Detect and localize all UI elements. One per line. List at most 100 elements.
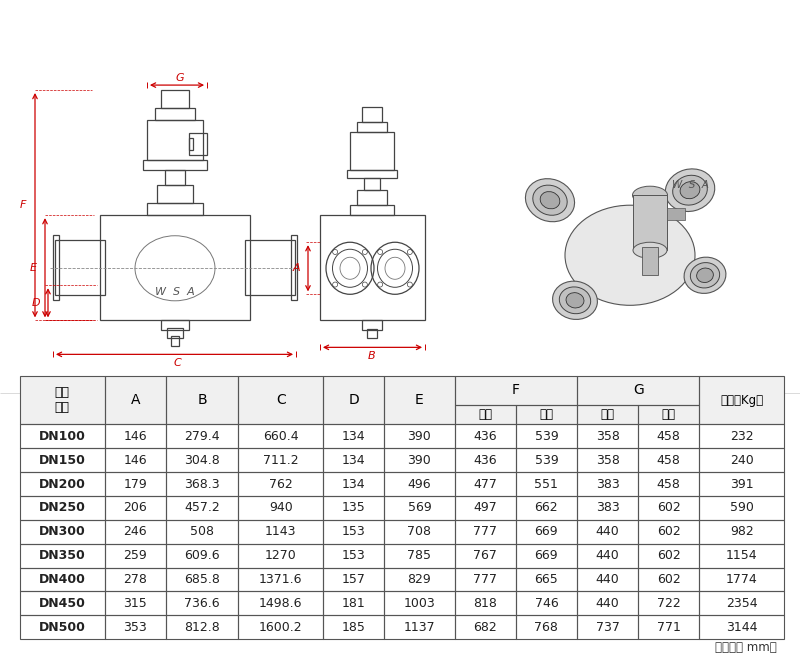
Bar xyxy=(323,520,384,544)
Text: 602: 602 xyxy=(657,549,681,562)
Bar xyxy=(105,496,166,520)
Text: E: E xyxy=(30,263,37,273)
Bar xyxy=(238,496,323,520)
Bar xyxy=(516,567,577,592)
Text: 768: 768 xyxy=(534,621,558,634)
Bar xyxy=(105,424,166,448)
Text: DN350: DN350 xyxy=(39,549,86,562)
Text: 157: 157 xyxy=(342,573,366,586)
Bar xyxy=(454,405,516,424)
Bar xyxy=(516,616,577,639)
Bar xyxy=(20,592,105,616)
Bar xyxy=(323,592,384,616)
Bar xyxy=(577,405,638,424)
Bar xyxy=(454,544,516,567)
Bar xyxy=(577,496,638,520)
Bar xyxy=(238,376,323,424)
Bar xyxy=(384,472,454,496)
Text: 440: 440 xyxy=(596,597,619,610)
Bar xyxy=(166,567,238,592)
Bar xyxy=(105,616,166,639)
Bar xyxy=(516,424,577,448)
Text: 736.6: 736.6 xyxy=(184,597,220,610)
Bar xyxy=(638,544,699,567)
Bar xyxy=(638,496,699,520)
Text: 179: 179 xyxy=(123,478,147,490)
Bar xyxy=(238,376,323,424)
Text: F: F xyxy=(20,200,26,210)
Ellipse shape xyxy=(553,281,598,320)
Bar xyxy=(323,544,384,567)
Bar xyxy=(357,122,387,132)
Bar xyxy=(577,424,638,448)
Bar xyxy=(384,567,454,592)
Text: 气动: 气动 xyxy=(539,408,554,421)
Bar xyxy=(166,376,238,424)
Text: 390: 390 xyxy=(407,453,431,467)
Bar xyxy=(638,405,699,424)
Bar xyxy=(238,472,323,496)
Bar xyxy=(638,616,699,639)
Ellipse shape xyxy=(540,192,560,209)
Bar xyxy=(238,544,323,567)
Text: 458: 458 xyxy=(657,430,681,443)
Bar xyxy=(350,132,394,170)
Bar xyxy=(100,215,250,320)
Bar xyxy=(161,320,189,330)
Text: 767: 767 xyxy=(474,549,498,562)
Bar xyxy=(454,472,516,496)
Bar xyxy=(699,567,784,592)
Bar xyxy=(291,235,297,301)
Bar xyxy=(454,567,516,592)
Text: 940: 940 xyxy=(269,501,293,515)
Bar xyxy=(323,448,384,472)
Text: 539: 539 xyxy=(534,453,558,467)
Text: 602: 602 xyxy=(657,525,681,538)
Bar xyxy=(166,448,238,472)
Bar xyxy=(105,376,166,424)
Text: 508: 508 xyxy=(190,525,214,538)
Bar xyxy=(147,120,203,160)
Text: 2354: 2354 xyxy=(726,597,758,610)
Bar xyxy=(347,170,397,178)
Text: 135: 135 xyxy=(342,501,366,515)
Text: B: B xyxy=(198,393,207,407)
Text: 685.8: 685.8 xyxy=(184,573,220,586)
Bar xyxy=(362,320,382,330)
Text: DN150: DN150 xyxy=(39,453,86,467)
Text: 602: 602 xyxy=(657,573,681,586)
Bar xyxy=(20,544,105,567)
Bar xyxy=(157,185,193,203)
Bar xyxy=(323,567,384,592)
Bar xyxy=(699,472,784,496)
Text: 660.4: 660.4 xyxy=(263,430,298,443)
Text: 590: 590 xyxy=(730,501,754,515)
Text: 153: 153 xyxy=(342,549,366,562)
Text: 436: 436 xyxy=(474,453,497,467)
Bar xyxy=(516,405,577,424)
Text: D: D xyxy=(348,393,359,407)
Text: 279.4: 279.4 xyxy=(184,430,220,443)
Bar xyxy=(20,472,105,496)
Text: 457.2: 457.2 xyxy=(184,501,220,515)
Bar xyxy=(699,424,784,448)
Bar xyxy=(166,424,238,448)
Text: DN300: DN300 xyxy=(39,525,86,538)
Bar xyxy=(454,405,516,424)
Text: 440: 440 xyxy=(596,573,619,586)
Text: 185: 185 xyxy=(342,621,366,634)
Text: 353: 353 xyxy=(123,621,147,634)
Text: 829: 829 xyxy=(407,573,431,586)
Bar xyxy=(638,567,699,592)
Bar xyxy=(633,195,667,250)
Bar xyxy=(577,405,638,424)
Text: 477: 477 xyxy=(474,478,498,490)
Text: 383: 383 xyxy=(596,501,619,515)
Bar xyxy=(577,544,638,567)
Bar xyxy=(105,472,166,496)
Bar xyxy=(384,544,454,567)
Text: 181: 181 xyxy=(342,597,366,610)
Text: DN500: DN500 xyxy=(39,621,86,634)
Bar xyxy=(384,376,454,424)
Bar xyxy=(245,241,295,295)
